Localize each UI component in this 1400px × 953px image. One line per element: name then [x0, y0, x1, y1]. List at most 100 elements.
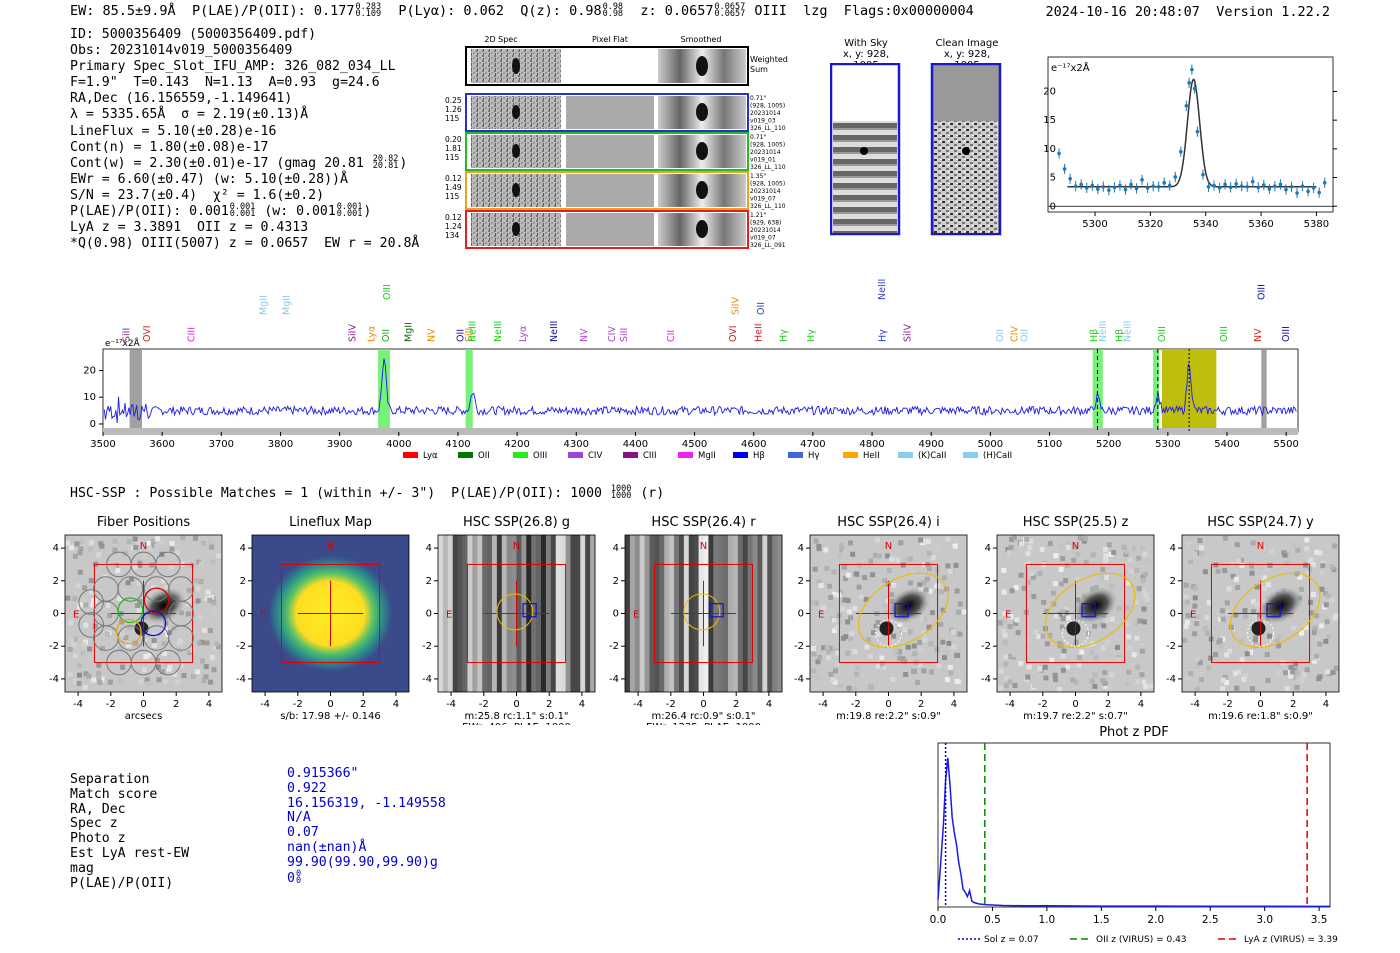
noise-pixel: [211, 600, 217, 606]
ytick-label: -4: [49, 674, 59, 685]
noise-pixel: [65, 595, 71, 601]
noise-pixel: [1233, 612, 1239, 618]
east-marker: E: [1005, 610, 1011, 621]
noise-pixel: [1026, 664, 1032, 670]
noise-pixel: [1134, 568, 1140, 574]
noise-pixel: [1003, 675, 1009, 681]
noise-pixel: [1310, 562, 1316, 568]
match-label: Photo z: [70, 831, 126, 847]
noise-pixel: [1107, 683, 1113, 689]
xtick-label: 4: [579, 699, 585, 710]
col-header-2dspec: 2D Spec: [484, 35, 517, 44]
ew-value: EW: 85.5±9.9Å: [70, 3, 176, 19]
noise-pixel: [856, 584, 862, 590]
noise-pixel: [875, 663, 881, 669]
noise-pixel: [160, 539, 166, 545]
noise-pixel: [1239, 638, 1245, 644]
noise-pixel: [1139, 672, 1145, 678]
fit-data-point: [1123, 187, 1128, 192]
noise-pixel: [1039, 546, 1045, 552]
noise-pixel: [82, 684, 88, 690]
ytick-label: 4: [426, 543, 432, 554]
photz-xtick-label: 2.0: [1147, 914, 1164, 926]
noise-pixel: [925, 539, 931, 545]
legend-swatch: [733, 452, 748, 458]
noise-pixel: [1312, 625, 1318, 631]
companion-blob: [1066, 621, 1081, 636]
noise-pixel: [831, 591, 837, 597]
noise-pixel: [1042, 664, 1048, 670]
spec-line-label: OII: [995, 329, 1006, 342]
noise-pixel: [918, 537, 924, 543]
noise-pixel: [953, 562, 959, 568]
spec-line-label: NeIII: [1098, 321, 1109, 342]
noise-pixel: [1013, 620, 1019, 626]
noise-pixel: [82, 585, 88, 591]
noise-pixel: [1305, 570, 1311, 576]
noise-pixel: [1024, 536, 1030, 542]
noise-pixel: [112, 538, 118, 544]
noise-pixel: [68, 620, 74, 626]
match-label: mag: [70, 860, 94, 876]
spec-line-label: OII: [455, 329, 466, 342]
galaxy-blob: [139, 585, 188, 626]
panel-caption: m:25.8 rc:1.1" s:0.1": [464, 711, 568, 722]
noise-pixel: [1234, 685, 1240, 691]
photz-legend-label: OII z (VIRUS) = 0.43: [1096, 935, 1187, 945]
spec-line-label: NeIII: [1123, 321, 1134, 342]
fit-ytick-label: 5: [1050, 173, 1056, 184]
noise-pixel: [195, 669, 201, 675]
noise-pixel: [1071, 557, 1077, 563]
panel-caption: m:19.8 re:2.2" s:0.9": [836, 711, 941, 722]
spec-xtick-label: 4700: [800, 439, 825, 450]
noise-pixel: [1136, 555, 1142, 561]
noise-pixel: [1183, 624, 1189, 630]
noise-pixel: [1070, 677, 1076, 683]
fiber-circle: [155, 649, 181, 676]
noise-pixel: [825, 649, 831, 655]
noise-pixel: [1233, 576, 1239, 582]
noise-pixel: [1242, 607, 1248, 613]
noise-pixel: [881, 664, 887, 670]
noise-pixel: [1104, 618, 1110, 624]
noise-pixel: [1226, 586, 1232, 592]
east-marker: E: [446, 610, 452, 621]
noise-pixel: [115, 568, 121, 574]
noise-pixel: [87, 646, 93, 652]
hsc-panels: Fiber Positions N E -4 -4 -2 -2 0 0 2 2 4 4 arcsecs Li…: [49, 515, 1340, 725]
spec-line-label: NeIII: [877, 279, 888, 300]
noise-pixel: [902, 658, 908, 664]
photz-xtick-label: 3.0: [1256, 914, 1273, 926]
fit-data-point: [1156, 184, 1161, 189]
noise-pixel: [1304, 546, 1310, 552]
noise-pixel: [107, 613, 113, 619]
info-id: ID: 5000356409 (5000356409.pdf): [70, 27, 317, 42]
cutout-meta: 326_LL_091: [750, 242, 786, 249]
noise-pixel: [1115, 644, 1121, 650]
noise-pixel: [1251, 599, 1257, 605]
noise-pixel: [1139, 648, 1145, 654]
noise-pixel: [1187, 541, 1193, 547]
stripe: [570, 535, 576, 692]
noise-pixel: [1254, 584, 1260, 590]
noise-pixel: [96, 670, 102, 676]
noise-pixel: [1258, 564, 1264, 570]
col-header-pixelflat: Pixel Flat: [592, 35, 628, 44]
noise-pixel: [1293, 661, 1299, 667]
noise-pixel: [852, 686, 858, 692]
aperture-ellipse: [857, 572, 949, 648]
noise-pixel: [169, 540, 175, 546]
ytick-label: -4: [981, 674, 991, 685]
noise-pixel: [72, 553, 78, 559]
noise-pixel: [1142, 551, 1148, 557]
noise-pixel: [1041, 599, 1047, 605]
noise-pixel: [823, 547, 829, 553]
noise-pixel: [129, 576, 135, 582]
noise-pixel: [1251, 582, 1257, 588]
noise-pixel: [1228, 624, 1234, 630]
noise-pixel: [935, 545, 941, 551]
noise-pixel: [1106, 542, 1112, 548]
fit-data-point: [1057, 151, 1061, 156]
noise-pixel: [1116, 605, 1122, 611]
noise-pixel: [1008, 614, 1014, 620]
